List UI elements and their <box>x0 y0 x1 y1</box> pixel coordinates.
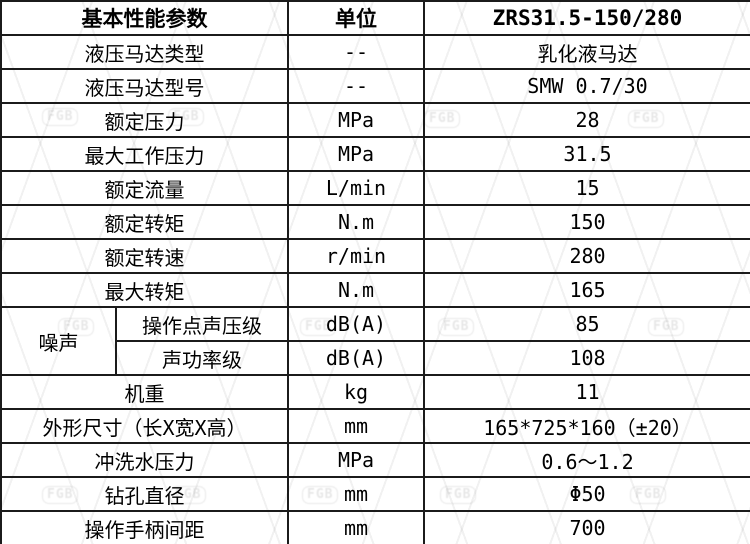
table-row: 机重 kg 11 <box>0 374 750 410</box>
value-cell: 150 <box>423 204 750 240</box>
param-cell: 额定压力 <box>0 102 289 138</box>
value-cell: 0.6～1.2 <box>423 442 750 478</box>
unit-cell: mm <box>287 510 425 544</box>
value-cell: 280 <box>423 238 750 274</box>
header-param: 基本性能参数 <box>0 0 289 36</box>
param-cell: 液压马达型号 <box>0 68 289 104</box>
param-cell: 外形尺寸（长X宽X高） <box>0 408 289 444</box>
value-cell: 31.5 <box>423 136 750 172</box>
unit-cell: MPa <box>287 102 425 138</box>
unit-cell: -- <box>287 68 425 104</box>
unit-cell: dB(A) <box>287 340 425 376</box>
param-cell: 声功率级 <box>115 340 289 376</box>
value-cell: 85 <box>423 306 750 342</box>
value-cell: SMW 0.7/30 <box>423 68 750 104</box>
table-row: 最大转矩 N.m 165 <box>0 272 750 308</box>
table-row: 液压马达类型 -- 乳化液马达 <box>0 34 750 70</box>
value-cell: 165*725*160（±20） <box>423 408 750 444</box>
param-cell: 钻孔直径 <box>0 476 289 512</box>
unit-cell: mm <box>287 408 425 444</box>
table-row: 额定压力 MPa 28 <box>0 102 750 138</box>
param-cell: 额定转矩 <box>0 204 289 240</box>
table-row: 额定转矩 N.m 150 <box>0 204 750 240</box>
param-cell: 最大工作压力 <box>0 136 289 172</box>
header-model: ZRS31.5-150/280 <box>423 0 750 36</box>
table-row: 操作手柄间距 mm 700 <box>0 510 750 544</box>
value-cell: 165 <box>423 272 750 308</box>
param-cell: 额定流量 <box>0 170 289 206</box>
table-row: 额定转速 r/min 280 <box>0 238 750 274</box>
value-cell: 乳化液马达 <box>423 34 750 70</box>
value-cell: 11 <box>423 374 750 410</box>
unit-cell: kg <box>287 374 425 410</box>
param-cell: 最大转矩 <box>0 272 289 308</box>
unit-cell: L/min <box>287 170 425 206</box>
value-cell: 700 <box>423 510 750 544</box>
param-cell: 额定转速 <box>0 238 289 274</box>
unit-cell: N.m <box>287 272 425 308</box>
unit-cell: dB(A) <box>287 306 425 342</box>
value-cell: 28 <box>423 102 750 138</box>
param-cell: 操作手柄间距 <box>0 510 289 544</box>
table-row: 额定流量 L/min 15 <box>0 170 750 206</box>
unit-cell: -- <box>287 34 425 70</box>
param-cell: 操作点声压级 <box>115 306 289 342</box>
header-row: 基本性能参数 单位 ZRS31.5-150/280 <box>0 0 750 36</box>
table-row: 外形尺寸（长X宽X高） mm 165*725*160（±20） <box>0 408 750 444</box>
param-cell: 液压马达类型 <box>0 34 289 70</box>
unit-cell: r/min <box>287 238 425 274</box>
value-cell: 108 <box>423 340 750 376</box>
table-row-noise-1: 噪声 操作点声压级 dB(A) 85 <box>0 306 750 376</box>
table-row: 冲洗水压力 MPa 0.6～1.2 <box>0 442 750 478</box>
unit-cell: MPa <box>287 136 425 172</box>
param-cell: 机重 <box>0 374 289 410</box>
param-cell: 冲洗水压力 <box>0 442 289 478</box>
table-row-noise-2: 声功率级 dB(A) 108 <box>1 340 750 376</box>
noise-group-cell: 噪声 <box>0 306 117 376</box>
unit-cell: N.m <box>287 204 425 240</box>
table-row: 最大工作压力 MPa 31.5 <box>0 136 750 172</box>
table-row: 液压马达型号 -- SMW 0.7/30 <box>0 68 750 104</box>
value-cell: Φ50 <box>423 476 750 512</box>
header-unit: 单位 <box>287 0 425 36</box>
table-row: 钻孔直径 mm Φ50 <box>0 476 750 512</box>
unit-cell: mm <box>287 476 425 512</box>
unit-cell: MPa <box>287 442 425 478</box>
value-cell: 15 <box>423 170 750 206</box>
